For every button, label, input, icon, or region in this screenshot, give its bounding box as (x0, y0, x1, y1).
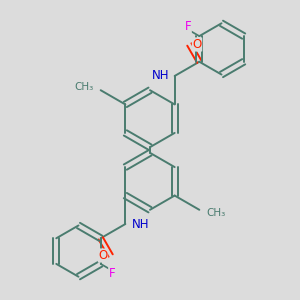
Text: NH: NH (152, 70, 169, 83)
Text: NH: NH (132, 218, 149, 230)
Text: F: F (184, 20, 191, 33)
Text: CH₃: CH₃ (206, 208, 225, 218)
Text: CH₃: CH₃ (75, 82, 94, 92)
Text: F: F (109, 267, 116, 280)
Text: O: O (192, 38, 202, 51)
Text: O: O (98, 249, 108, 262)
